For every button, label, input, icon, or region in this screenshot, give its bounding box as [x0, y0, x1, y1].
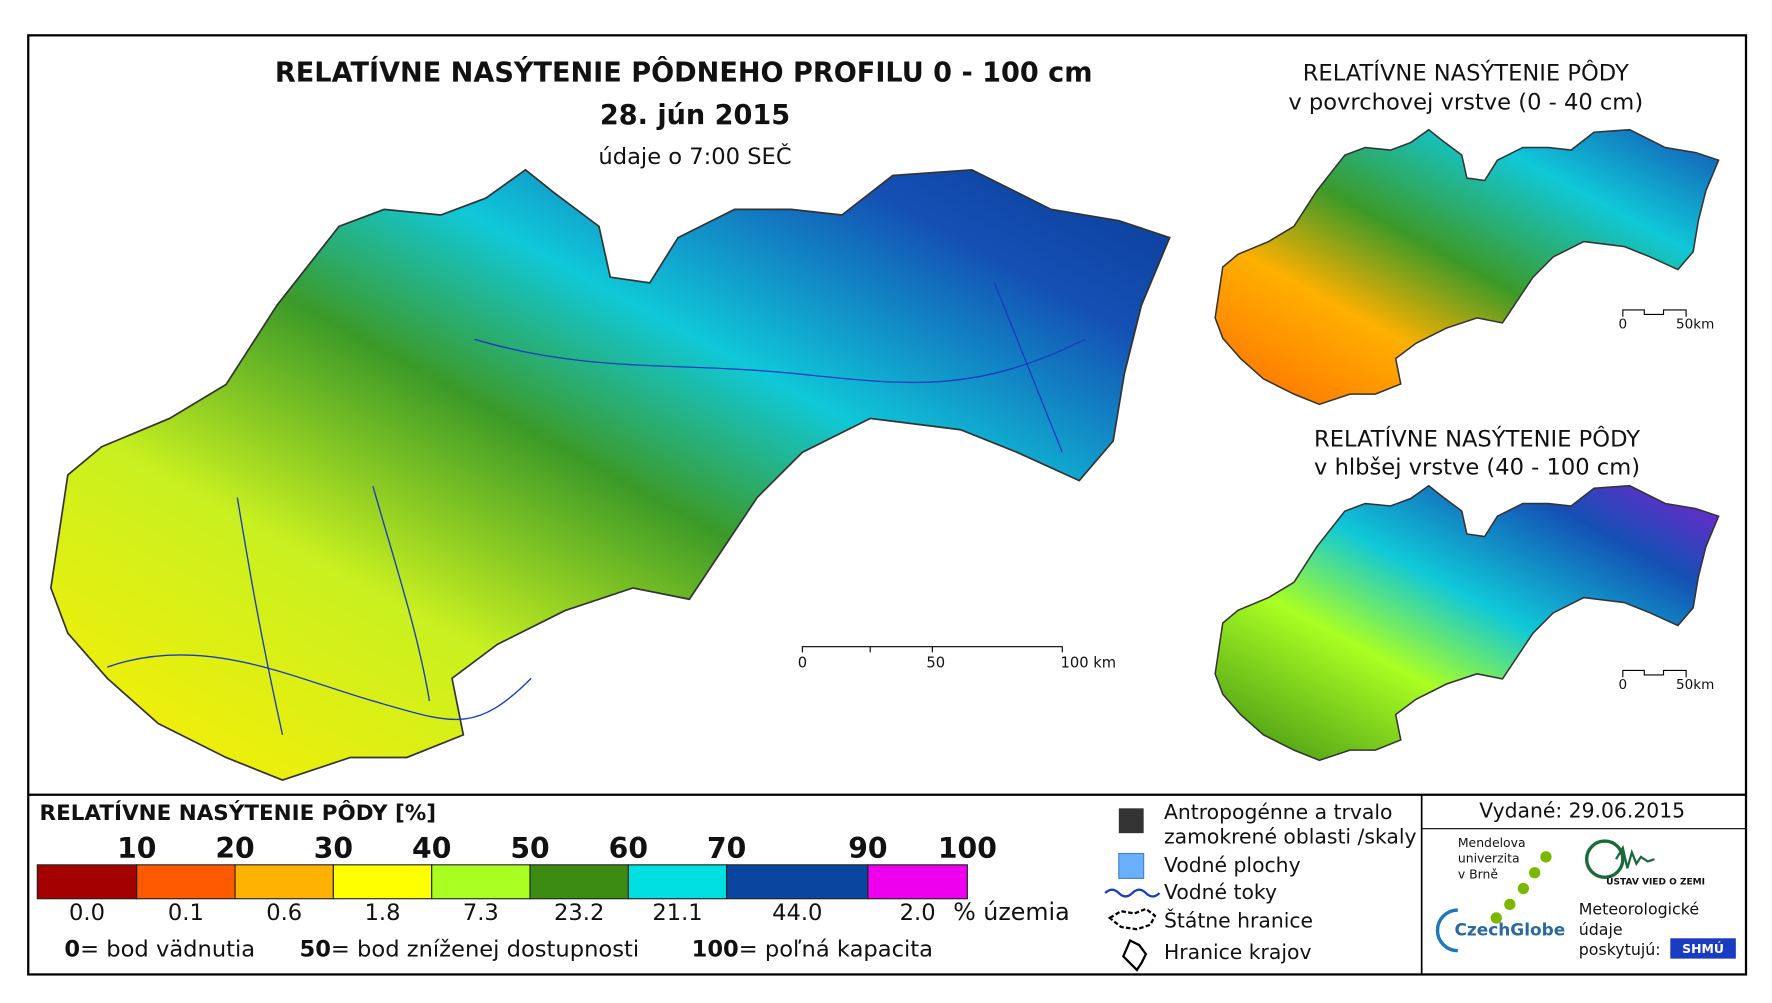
legend-share: 0.0 [69, 900, 105, 926]
time-note: údaje o 7:00 SEČ [598, 142, 791, 170]
issued: Vydané: 29.06.2015 [1479, 799, 1685, 823]
legend-break: 10 [117, 832, 156, 865]
legend-break: 30 [314, 832, 353, 865]
legend-title: RELATÍVNE NASÝTENIE PÔDY [%] [40, 800, 437, 826]
inset-subtitle: v povrchovej vrstve (0 - 40 cm) [1288, 90, 1643, 116]
legend-share: 1.8 [365, 900, 401, 926]
logo-text: poskytujú: [1579, 940, 1661, 959]
rivers [107, 282, 1086, 736]
legend-swatch [36, 864, 138, 900]
note: 100= poľná kapacita [692, 936, 933, 962]
legend-swatch [627, 864, 728, 900]
inset-subtitle: v hlbšej vrstve (40 - 100 cm) [1314, 455, 1640, 481]
inset-title: RELATÍVNE NASÝTENIE PÔDY [1314, 424, 1640, 452]
legend-break: 90 [848, 832, 887, 865]
legend-unit: % územia [953, 898, 1069, 926]
legend-share: 0.6 [266, 900, 302, 926]
note: 0= bod vädnutia [64, 936, 255, 962]
legend-break: 60 [609, 832, 648, 865]
legend-break: 70 [707, 832, 746, 865]
note: 50= bod zníženej dostupnosti [299, 936, 639, 962]
legend-swatch [529, 864, 629, 900]
logo-text: ÚSTAV VIED O ZEMI [1606, 875, 1705, 887]
logo-shmu [1670, 938, 1736, 959]
legend-swatch [234, 864, 334, 900]
logo-text: Meteorologické [1579, 900, 1699, 919]
scale-label: 50km [1676, 677, 1714, 693]
legend-share: 21.1 [652, 900, 702, 926]
scale-bar [1622, 309, 1687, 317]
frame [27, 34, 1748, 976]
scale-bar [801, 646, 1063, 653]
scale-label: 50km [1676, 317, 1714, 333]
scale-label: 100 km [1061, 655, 1117, 672]
title: RELATÍVNE NASÝTENIE PÔDNEHO PROFILU 0 - … [275, 56, 1093, 88]
legend-share: 0.1 [168, 900, 204, 926]
logo-arc [1435, 908, 1458, 953]
legend-swatch [431, 864, 531, 900]
legend-share: 7.3 [463, 900, 499, 926]
legend-break: 20 [215, 832, 254, 865]
scale-label: 0 [798, 655, 807, 672]
logo-text: Mendelova [1458, 835, 1526, 850]
symbol-label: Hranice krajov [1164, 940, 1311, 964]
date: 28. jún 2015 [600, 100, 790, 131]
logo-ring [1584, 839, 1625, 879]
scale-bar [1622, 669, 1687, 678]
symbol-anthropogenic [1118, 808, 1144, 834]
legend-share: 23.2 [554, 900, 604, 926]
symbol-border [1107, 907, 1157, 931]
logo-text: univerzita [1458, 851, 1520, 866]
symbol-label: Štátne hranice [1164, 907, 1313, 932]
legend-swatch [867, 864, 968, 900]
scale-label: 50 [926, 655, 945, 672]
logo-dots [1490, 851, 1552, 924]
legend-share: 2.0 [900, 900, 936, 926]
symbol-label: Vodné plochy [1164, 853, 1301, 877]
legend-share: 44.0 [772, 900, 822, 926]
legend-break: 40 [412, 832, 451, 865]
symbol-water [1118, 852, 1145, 879]
inset-title: RELATÍVNE NASÝTENIE PÔDY [1303, 58, 1629, 86]
legend-break: 100 [938, 832, 997, 865]
logo-czechglobe: CzechGlobe [1454, 919, 1565, 939]
legend-swatch [726, 864, 869, 900]
symbol-label: zamokrené oblasti /skaly [1164, 825, 1417, 849]
inset-map [1214, 484, 1720, 762]
symbol-label: Vodné toky [1164, 880, 1277, 904]
symbol-river [1104, 888, 1161, 898]
symbol-label: Antropogénne a trvalo [1164, 800, 1392, 824]
legend-swatch [332, 864, 433, 900]
scale-label: 0 [1619, 317, 1628, 333]
inset-map [1214, 128, 1720, 406]
logo-text: údaje [1579, 920, 1623, 939]
logo-text: v Brně [1458, 866, 1498, 881]
legend-swatch [136, 864, 236, 900]
logo-text: SHMÚ [1682, 941, 1724, 956]
symbol-region [1121, 938, 1148, 972]
logo-seismo [1615, 844, 1655, 869]
legend-break: 50 [510, 832, 549, 865]
main-map [50, 168, 1171, 781]
legend: 0.0 0.1 0.6 1.8 7.3 23.2 21.1 44.0 2.0 10 20 30 40 50… [36, 832, 997, 926]
scale-label: 0 [1619, 677, 1628, 693]
